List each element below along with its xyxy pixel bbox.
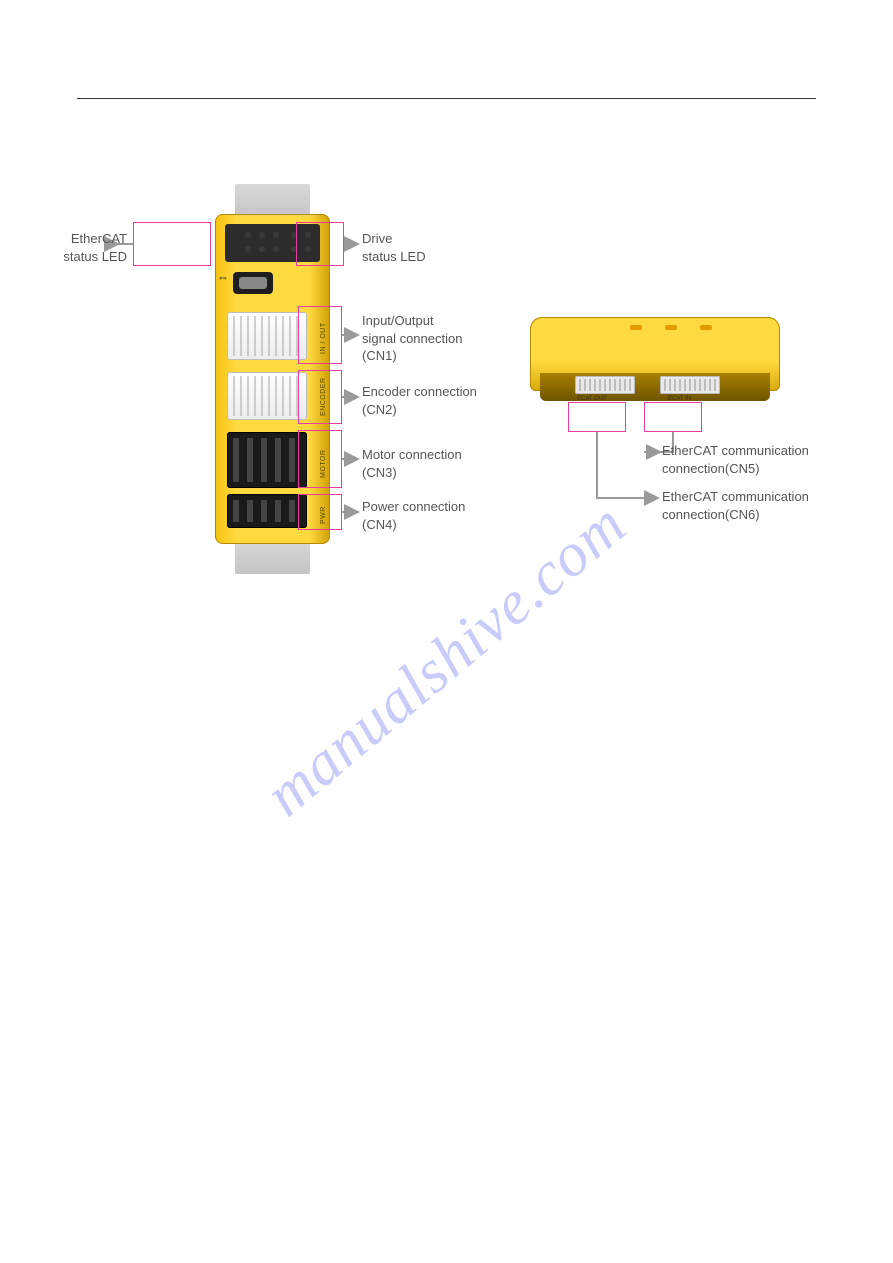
callout-cn4 — [298, 494, 342, 530]
label-cn3: Motor connection (CN3) — [362, 446, 462, 481]
callout-cn3 — [298, 430, 342, 488]
device2-top-led — [665, 325, 677, 330]
label-ethercat-led: EtherCAT status LED — [57, 230, 127, 265]
usb-icon: ⇔ — [217, 270, 229, 282]
device2-top-led — [700, 325, 712, 330]
label-cn1: Input/Output signal connection (CN1) — [362, 312, 462, 365]
callout-cn5 — [644, 402, 702, 432]
arrows-svg — [0, 0, 893, 1263]
diagram-canvas: ⇔ IN / OUT ENCODER MOTOR PWR ECAT OUT EC… — [0, 0, 893, 1263]
callout-cn1 — [298, 306, 342, 364]
label-drive-led: Drive status LED — [362, 230, 426, 265]
device2-bottom-face: ECAT OUT ECAT IN — [540, 373, 770, 401]
connector-cn4 — [227, 494, 307, 528]
ecat-out-port — [575, 376, 635, 394]
ecat-in-port — [660, 376, 720, 394]
label-cn2: Encoder connection (CN2) — [362, 383, 477, 418]
device2-body: ECAT OUT ECAT IN — [530, 317, 780, 391]
usb-port — [233, 272, 273, 294]
mount-plate-bottom — [235, 540, 310, 574]
callout-cn6 — [568, 402, 626, 432]
callout-cn2 — [298, 370, 342, 424]
callout-drive-led — [296, 222, 344, 266]
label-cn4: Power connection (CN4) — [362, 498, 465, 533]
label-cn5: EtherCAT communication connection(CN5) — [662, 442, 809, 477]
connector-cn3 — [227, 432, 307, 488]
device-bottom-view: ECAT OUT ECAT IN — [530, 317, 780, 407]
label-cn6: EtherCAT communication connection(CN6) — [662, 488, 809, 523]
callout-ethercat-led — [133, 222, 211, 266]
mount-plate-top — [235, 184, 310, 218]
connector-cn1 — [227, 312, 307, 360]
device2-top-led — [630, 325, 642, 330]
connector-cn2 — [227, 372, 307, 420]
